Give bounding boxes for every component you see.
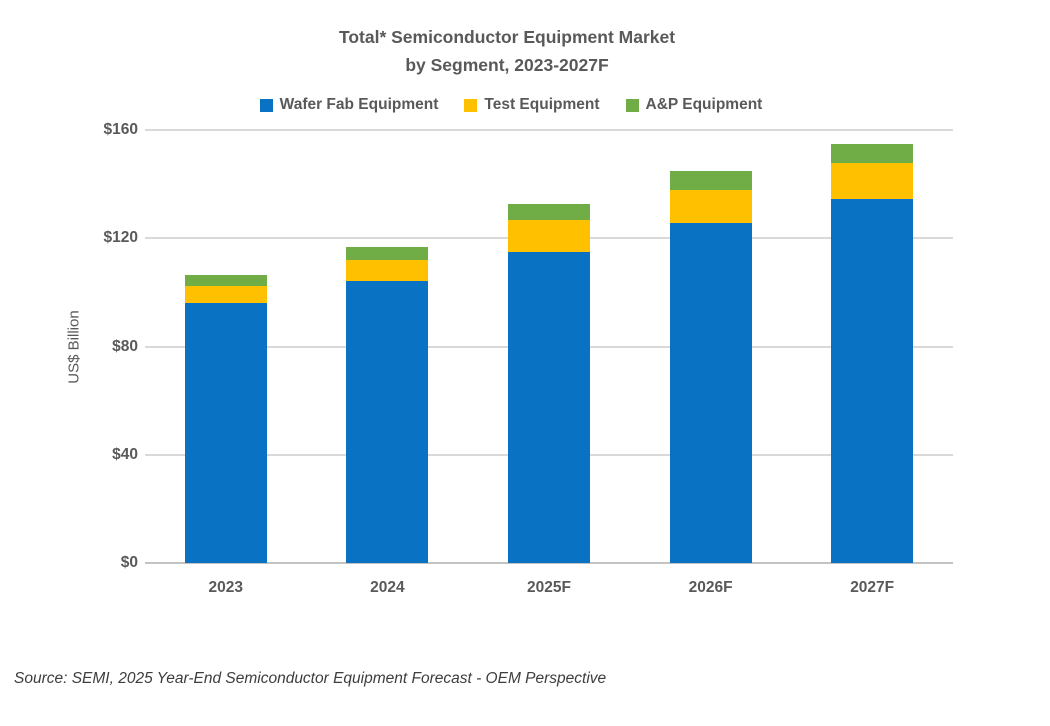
bar-slot-2026f	[630, 130, 792, 563]
bar-slot-2025f	[468, 130, 630, 563]
bar-segment-2025f-a-p-equipment	[507, 203, 590, 220]
legend-item-a-p-equipment: A&P Equipment	[625, 96, 763, 114]
gridline-160	[145, 129, 953, 131]
bar-segment-2026f-test-equipment	[669, 189, 752, 224]
bar-2027f	[831, 144, 914, 563]
bar-segment-2025f-wafer-fab-equipment	[507, 251, 590, 563]
y-axis-ticks: $0 $40 $80 $120 $160	[0, 121, 138, 571]
y-tick-label-80: $80	[112, 337, 138, 355]
legend-swatch-icon	[259, 98, 273, 112]
legend: Wafer Fab Equipment Test Equipment A&P Equ…	[0, 96, 1022, 114]
legend-label: Wafer Fab Equipment	[279, 96, 439, 113]
bar-segment-2027f-wafer-fab-equipment	[831, 199, 914, 563]
legend-label: Test Equipment	[484, 96, 600, 113]
legend-item-test-equipment: Test Equipment	[464, 96, 600, 114]
bar-segment-2026f-wafer-fab-equipment	[669, 223, 752, 563]
bar-segment-2027f-test-equipment	[831, 163, 914, 199]
bar-2023	[184, 275, 267, 563]
y-tick-label-40: $40	[112, 445, 138, 463]
bar-segment-2023-a-p-equipment	[184, 275, 267, 287]
x-tick-label-2026f: 2026F	[688, 579, 733, 596]
x-axis-labels: 2023 2024 2025F 2026F 2027F	[145, 579, 953, 597]
chart-title-line-2: by Segment, 2023-2027F	[405, 55, 609, 75]
bar-slot-2027f	[791, 130, 953, 563]
legend-item-wafer-fab-equipment: Wafer Fab Equipment	[259, 96, 439, 114]
x-tick-label-2023: 2023	[208, 579, 244, 596]
bar-segment-2024-a-p-equipment	[346, 246, 429, 260]
bar-segment-2023-test-equipment	[184, 286, 267, 304]
bar-slot-2024	[307, 130, 469, 563]
y-tick-label-160: $160	[103, 121, 138, 138]
chart-title-line-1: Total* Semiconductor Equipment Market	[338, 27, 676, 47]
bar-segment-2025f-test-equipment	[507, 219, 590, 252]
plot-area	[145, 129, 953, 564]
footnotes: Source: SEMI, 2025 Year-End Semiconducto…	[14, 619, 881, 726]
source-note: Source: SEMI, 2025 Year-End Semiconducto…	[14, 670, 607, 687]
bar-segment-2024-wafer-fab-equipment	[346, 281, 429, 563]
legend-label: A&P Equipment	[645, 96, 763, 113]
y-tick-label-0: $0	[120, 554, 138, 571]
y-tick-label-120: $120	[103, 229, 138, 247]
x-tick-label-2027f: 2027F	[850, 579, 895, 596]
bar-2024	[346, 246, 429, 563]
bar-2025f	[507, 203, 590, 563]
bars-row	[145, 130, 953, 563]
bar-segment-2023-wafer-fab-equipment	[184, 303, 267, 563]
x-axis-line	[145, 562, 953, 564]
x-tick-label-2024: 2024	[370, 579, 405, 596]
bar-2026f	[669, 170, 752, 563]
bar-segment-2024-test-equipment	[346, 259, 429, 281]
x-tick-label-2025f: 2025F	[527, 579, 571, 596]
legend-swatch-icon	[625, 98, 639, 112]
chart-title: Total* Semiconductor Equipment Market by…	[0, 23, 1014, 79]
bar-segment-2027f-a-p-equipment	[831, 144, 914, 163]
bar-slot-2023	[145, 130, 307, 563]
legend-swatch-icon	[464, 98, 478, 112]
bar-segment-2026f-a-p-equipment	[669, 170, 752, 190]
